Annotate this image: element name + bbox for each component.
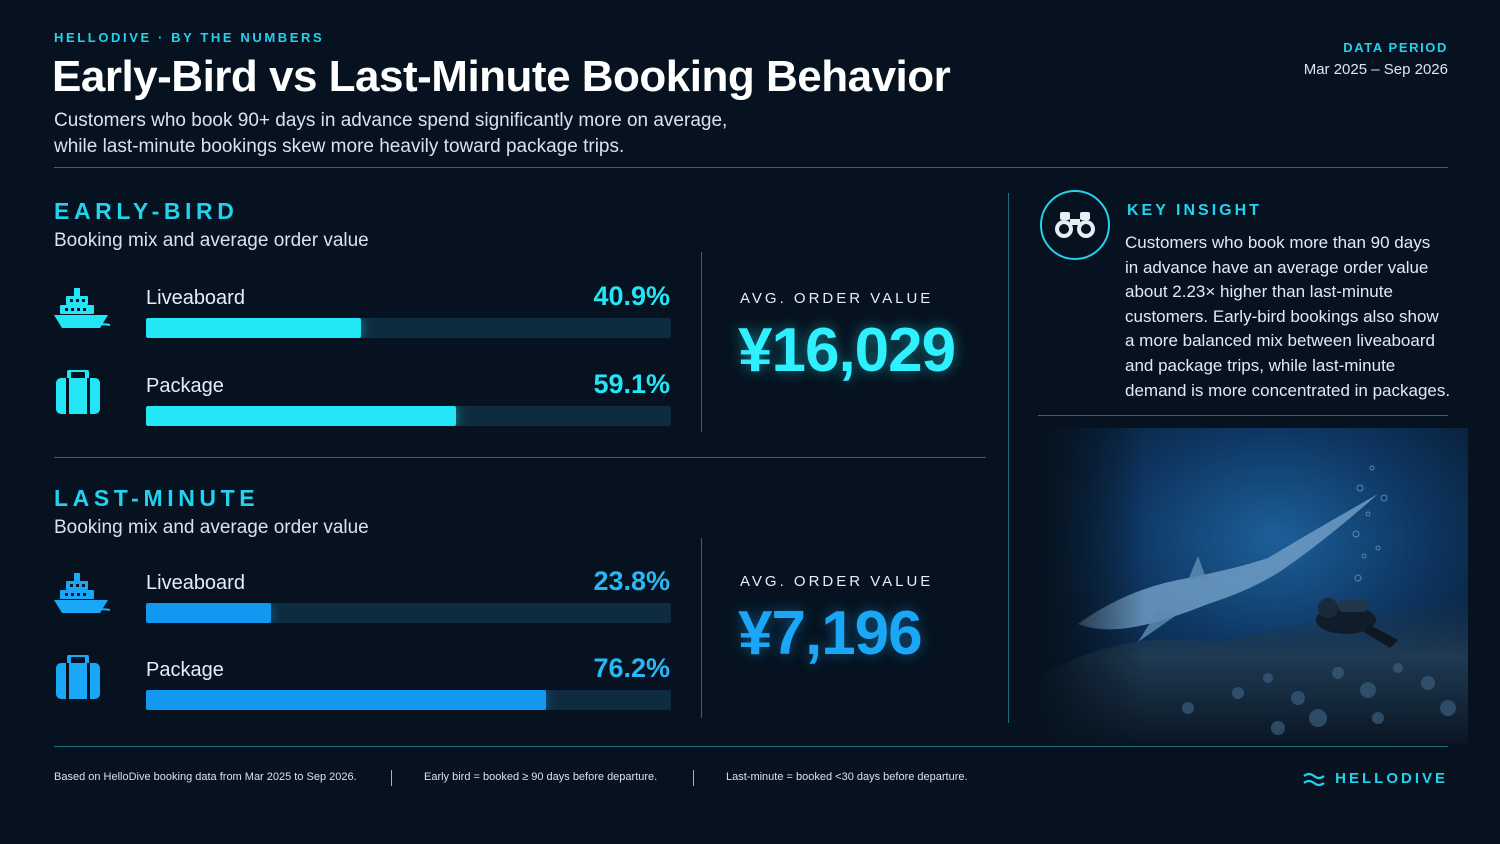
footer-separator: [391, 770, 392, 786]
page-title: Early-Bird vs Last-Minute Booking Behavi…: [52, 52, 951, 101]
eyebrow: HELLODIVE · BY THE NUMBERS: [54, 30, 325, 45]
page-subtitle: Customers who book 90+ days in advance s…: [54, 108, 814, 160]
last-minute-liveaboard-label: Liveaboard: [146, 572, 245, 594]
header-divider: [54, 167, 1448, 168]
last-minute-liveaboard-value: 23.8%: [593, 566, 670, 596]
footer-separator: [693, 770, 694, 786]
brand-logo: HELLODIVE: [1303, 770, 1448, 787]
early-bird-title: EARLY-BIRD: [54, 198, 239, 224]
binoculars-icon: [1040, 190, 1110, 260]
early-bird-kpi-divider: [701, 252, 702, 432]
data-period-label: DATA PERIOD: [1343, 40, 1448, 55]
insight-line: in advance have an average order value: [1125, 257, 1429, 277]
early-bird-subtitle: Booking mix and average order value: [54, 230, 369, 251]
early-bird-package-label: Package: [146, 375, 224, 397]
suitcase-icon: [52, 653, 114, 703]
early-bird-package-bar: [146, 406, 457, 426]
footer-note-source: Based on HelloDive booking data from Mar…: [54, 771, 357, 783]
insight-divider: [1038, 415, 1448, 416]
early-bird-liveaboard-bar: [146, 318, 361, 338]
last-minute-aov-label: AVG. ORDER VALUE: [740, 573, 934, 590]
section-divider: [54, 457, 986, 458]
footer-note-early-bird: Early bird = booked ≥ 90 days before dep…: [424, 771, 658, 783]
insight-line: demand is more concentrated in packages.: [1125, 380, 1451, 400]
key-insight-title: KEY INSIGHT: [1127, 202, 1262, 219]
key-insight-text: Customers who book more than 90 days in …: [1125, 231, 1465, 403]
footer-note-last-minute: Last-minute = booked <30 days before dep…: [726, 771, 968, 783]
subtitle-line: while last-minute bookings skew more hea…: [54, 136, 625, 157]
column-divider: [1008, 193, 1009, 723]
last-minute-package-label: Package: [146, 659, 224, 681]
underwater-diver-shark-photo: [1038, 428, 1468, 744]
early-bird-liveaboard-track: [146, 318, 671, 338]
last-minute-liveaboard-bar: [146, 603, 271, 623]
last-minute-package-bar: [146, 690, 547, 710]
last-minute-title: LAST-MINUTE: [54, 485, 260, 511]
insight-line: about 2.23× higher than last-minute: [1125, 282, 1393, 302]
data-period-value: Mar 2025 – Sep 2026: [1303, 61, 1448, 78]
ship-icon: [52, 284, 114, 332]
insight-line: a more balanced mix between liveaboard: [1125, 331, 1435, 351]
waves-icon: [1303, 772, 1325, 786]
insight-line: and package trips, while last-minute: [1125, 355, 1396, 375]
last-minute-package-value: 76.2%: [593, 653, 670, 683]
last-minute-aov-value: ¥7,196: [738, 599, 923, 668]
suitcase-icon: [52, 368, 114, 418]
early-bird-package-track: [146, 406, 671, 426]
early-bird-package-value: 59.1%: [593, 369, 670, 399]
early-bird-liveaboard-value: 40.9%: [593, 281, 670, 311]
early-bird-aov-label: AVG. ORDER VALUE: [740, 290, 934, 307]
last-minute-kpi-divider: [701, 538, 702, 718]
footer-divider: [54, 746, 1448, 747]
last-minute-subtitle: Booking mix and average order value: [54, 517, 369, 538]
insight-line: Customers who book more than 90 days: [1125, 233, 1431, 252]
subtitle-line: Customers who book 90+ days in advance s…: [54, 110, 728, 131]
insight-line: customers. Early-bird bookings also show: [1125, 306, 1439, 326]
early-bird-liveaboard-label: Liveaboard: [146, 287, 245, 309]
ship-icon: [52, 569, 114, 617]
brand-name: HELLODIVE: [1335, 770, 1448, 787]
last-minute-package-track: [146, 690, 671, 710]
last-minute-liveaboard-track: [146, 603, 671, 623]
early-bird-aov-value: ¥16,029: [738, 316, 956, 385]
